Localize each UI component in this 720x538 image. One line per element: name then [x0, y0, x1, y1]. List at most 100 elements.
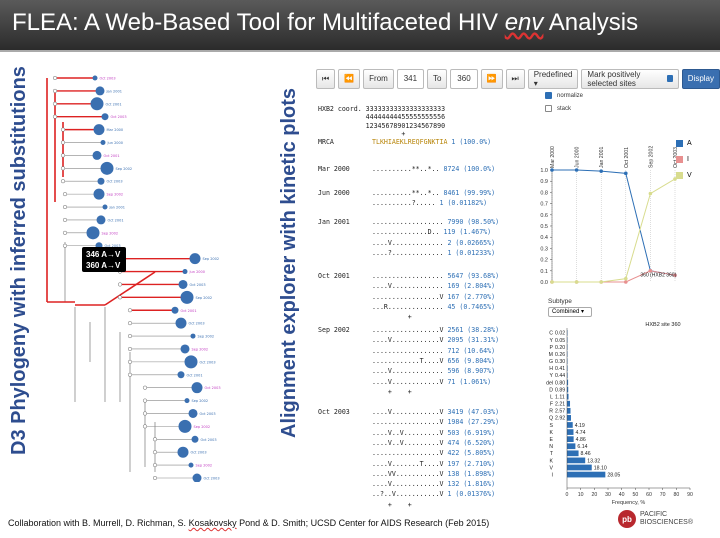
alignment-row[interactable]: ..........?..... 1 (0.01182%) — [372, 199, 487, 207]
time-label: Mar 2000 — [550, 146, 556, 168]
tree-node — [60, 166, 66, 171]
alignment-row[interactable]: ....V..V.........V 503 (6.919%) — [372, 429, 495, 437]
alignment-row[interactable]: ..............D.. 119 (1.467%) — [372, 228, 491, 236]
legend-label: I — [687, 155, 689, 163]
alignment-row[interactable]: .................V 2561 (38.28%) — [372, 326, 499, 334]
alignment-row[interactable]: ....V............V 132 (1.816%) — [372, 480, 495, 488]
alignment-row[interactable]: ....?............. 1 (0.01233%) — [372, 249, 495, 257]
y-tick-label: 1.0 — [540, 168, 548, 174]
histogram-bar — [567, 386, 569, 393]
normalize-checkbox[interactable] — [545, 92, 552, 99]
alignment-row[interactable]: .................. 7990 (98.50%) — [372, 218, 499, 226]
legend-swatch — [676, 171, 683, 179]
sequence: ....V............V — [372, 377, 444, 386]
series-point-V — [648, 191, 653, 196]
coordinate-header: HXB2 coord. 33333333333333333333 4444444… — [318, 104, 446, 139]
histogram-value: 6.14 — [577, 444, 587, 450]
last-page-button[interactable]: ⏭ — [505, 68, 525, 89]
histogram-category: G — [549, 359, 553, 365]
sequence: ..............D.. — [372, 228, 440, 237]
alignment-row[interactable]: ....V.......T....V 197 (2.710%) — [372, 460, 495, 468]
tree-tip — [97, 177, 105, 185]
alignment-row[interactable]: .................V 422 (5.805%) — [372, 449, 495, 457]
mark-selected-sites-toggle[interactable]: Mark positively selected sites — [581, 68, 679, 89]
from-input[interactable]: 341 — [396, 68, 424, 89]
alignment-row[interactable]: .................. 5647 (93.68%) — [372, 272, 499, 280]
mark-selected-checkbox[interactable] — [667, 75, 673, 82]
alignment-row[interactable]: ..........**..*.. 8461 (99.99%) — [372, 189, 495, 197]
tree-tip-label: Oct 2003 — [107, 180, 123, 184]
alignment-row[interactable]: ....V............V 2095 (31.31%) — [372, 336, 499, 344]
sequence: ....V............V — [372, 336, 444, 345]
alignment-row[interactable]: ....VV...........V 138 (1.898%) — [372, 470, 495, 478]
tree-tip — [175, 317, 187, 329]
legend-item[interactable]: A — [676, 135, 692, 151]
next-page-button[interactable]: ⏩ — [480, 68, 503, 89]
histogram-bar — [567, 457, 586, 464]
sequence: ..........**..*.. — [372, 165, 440, 173]
alignment-row[interactable]: ..?..V...........V 1 (0.01376%) — [372, 490, 495, 498]
histogram-category: R — [549, 409, 553, 415]
tree-node — [142, 424, 148, 429]
alignment-row[interactable]: ............T....V 656 (9.804%) — [372, 357, 495, 365]
histogram-category: T — [550, 451, 554, 457]
stack-option[interactable]: stack — [545, 105, 583, 112]
legend-item[interactable]: V — [676, 167, 692, 183]
sequence-count: 138 (1.898%) — [447, 469, 496, 478]
alignment-row[interactable]: ....V..V.........V 474 (6.520%) — [372, 439, 495, 447]
tree-tip — [102, 204, 108, 210]
alignment-row[interactable]: ....V............V 71 (1.061%) — [372, 378, 491, 386]
subtype-select[interactable]: Combined ▾ — [548, 307, 592, 317]
tree-tip — [92, 75, 98, 81]
alignment-row[interactable]: ....V............. 596 (8.907%) — [372, 367, 495, 375]
predefined-dropdown[interactable]: Predefined ▾ — [527, 68, 579, 89]
series-point-V — [673, 177, 677, 181]
sequence: ..?..V...........V — [372, 490, 444, 499]
first-page-button[interactable]: ⏮ — [316, 68, 336, 89]
alignment-row[interactable]: .................V 1984 (27.29%) — [372, 418, 499, 426]
sequence-count: 119 (1.467%) — [443, 228, 492, 237]
stack-checkbox[interactable] — [545, 105, 552, 112]
histogram-category: L — [550, 394, 553, 400]
x-tick-label: 80 — [673, 492, 679, 498]
tree-tip-label: Sep 2002 — [192, 399, 209, 403]
sequence-count: 169 (2.804%) — [447, 282, 496, 291]
tree-tip — [188, 462, 194, 468]
y-tick-label: 0.0 — [540, 280, 548, 286]
tree-node — [142, 411, 148, 416]
alignment-row[interactable]: ...R.............. 45 (0.7465%) — [372, 303, 495, 311]
alignment-row[interactable]: ....V............. 2 (0.02665%) — [372, 239, 495, 247]
alignment-row[interactable]: ..........**..*.. 8724 (100.0%) — [372, 165, 495, 173]
sequence-count: 5647 (93.68%) — [447, 272, 500, 280]
x-tick-label: 40 — [619, 492, 625, 498]
sequence-count: 1 (0.01233%) — [447, 248, 496, 257]
alignment-row[interactable]: ....V............. 169 (2.804%) — [372, 282, 495, 290]
alignment-row[interactable]: .................V 167 (2.770%) — [372, 293, 495, 301]
normalize-option[interactable]: normalize — [545, 92, 583, 99]
tree-node — [127, 321, 133, 326]
tree-tip — [177, 371, 185, 379]
histogram-bar — [567, 400, 571, 407]
histogram-value: 18.10 — [594, 465, 607, 471]
histogram-bar — [567, 450, 579, 457]
time-label: Jun 2000 — [575, 147, 581, 168]
prev-page-button[interactable]: ⏪ — [338, 68, 361, 89]
tree-node — [127, 308, 133, 313]
tree-node — [127, 346, 133, 352]
histogram-bar — [567, 372, 568, 379]
histogram-bar — [567, 443, 576, 450]
histogram-value: 2.57 — [555, 409, 565, 415]
tree-node — [52, 88, 58, 93]
alignment-row[interactable]: ....V............V 3419 (47.03%) — [372, 408, 499, 416]
to-input[interactable]: 360 — [450, 68, 478, 89]
histogram-category: Y — [550, 373, 554, 379]
display-button[interactable]: Display — [681, 68, 720, 89]
phylogeny-tree[interactable]: Oct 2003 Jan 2001 Oct 2001 Oct 2003 Mar 2000… — [35, 72, 240, 482]
alignment-row[interactable]: .................. 712 (10.64%) — [372, 347, 495, 355]
y-tick-label: 0.1 — [540, 269, 548, 275]
legend-item[interactable]: I — [676, 151, 692, 167]
time-label: Jan 2001 — [599, 147, 605, 168]
tree-tip-label: Sep 2002 — [194, 425, 211, 429]
tree-tip-label: Oct 2001 — [104, 154, 120, 158]
tree-tip — [178, 279, 188, 289]
